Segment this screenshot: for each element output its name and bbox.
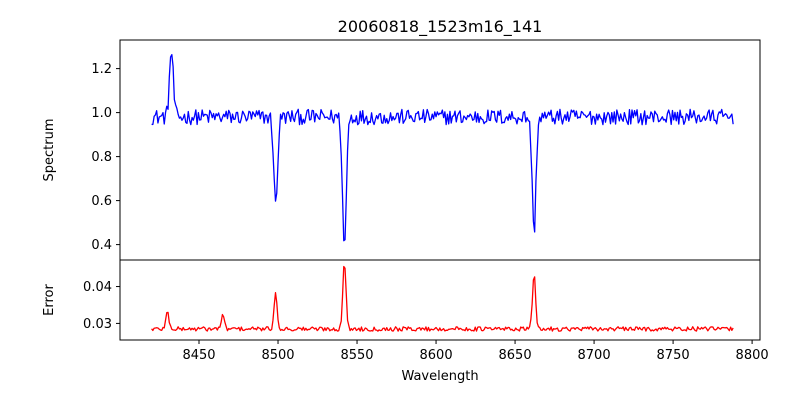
spectrum-y-label: Spectrum: [42, 119, 57, 182]
spectrum-y-tick-label: 0.8: [91, 150, 112, 165]
error-series: [151, 265, 734, 332]
error-y-label: Error: [42, 284, 57, 316]
wavelength-x-ticks: 8450 8500 8550 8600 8650 8700 8750 8800: [182, 340, 769, 363]
spectrum-axes-frame: [119, 39, 761, 261]
x-tick-label: 8500: [261, 348, 294, 363]
error-y-tick-label: 0.03: [83, 317, 112, 332]
spectrum-series: [151, 53, 734, 242]
chart-title: 20060818_1523m16_141: [338, 17, 543, 37]
x-tick-label: 8550: [340, 348, 373, 363]
error-panel: 0.03 0.04 8450 8500 8550 8600 8650 8700 8750 880…: [42, 259, 769, 384]
x-axis-label: Wavelength: [401, 369, 478, 384]
spectrum-panel: 0.4 0.6 0.8 1.0 1.2 Spectrum: [42, 39, 761, 261]
spectrum-line: [151, 53, 734, 242]
x-tick-label: 8750: [657, 348, 690, 363]
error-y-ticks: 0.03 0.04: [83, 280, 120, 332]
spectrum-y-tick-label: 1.0: [91, 106, 112, 121]
error-line: [151, 265, 734, 332]
x-tick-label: 8700: [578, 348, 611, 363]
spectrum-y-tick-label: 0.6: [91, 194, 112, 209]
x-tick-label: 8600: [420, 348, 453, 363]
spectrum-y-ticks: 0.4 0.6 0.8 1.0 1.2: [91, 62, 120, 253]
x-tick-label: 8450: [182, 348, 215, 363]
x-tick-label: 8800: [736, 348, 769, 363]
error-y-tick-label: 0.04: [83, 280, 112, 295]
x-tick-label: 8650: [499, 348, 532, 363]
spectrum-y-tick-label: 0.4: [91, 238, 112, 253]
spectrum-y-tick-label: 1.2: [91, 62, 112, 77]
error-axes-frame: [119, 259, 761, 341]
